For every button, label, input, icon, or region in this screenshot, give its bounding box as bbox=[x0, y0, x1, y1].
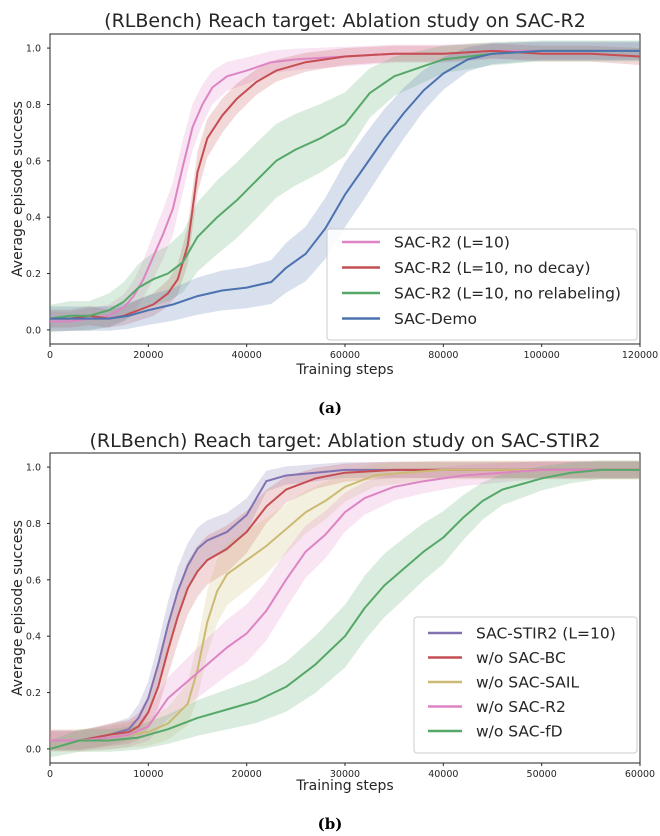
chart-b-caption: (b) bbox=[318, 815, 343, 833]
x-tick-label: 40000 bbox=[428, 769, 458, 780]
series-line bbox=[50, 468, 640, 742]
chart-a-lines bbox=[49, 49, 641, 323]
panel-b: (RLBench) Reach target: Ablation study o… bbox=[10, 430, 655, 833]
chart-a-title: (RLBench) Reach target: Ablation study o… bbox=[104, 10, 586, 32]
series-band bbox=[50, 461, 640, 751]
series-line bbox=[50, 49, 640, 320]
chart-b-bands bbox=[50, 460, 640, 758]
chart-b-xlabel: Training steps bbox=[295, 778, 393, 794]
series-line bbox=[49, 468, 640, 750]
y-tick-label: 1.0 bbox=[26, 463, 41, 474]
chart-a-caption: (a) bbox=[318, 399, 342, 417]
x-tick-label: 80000 bbox=[428, 350, 458, 361]
x-tick-label: 10000 bbox=[133, 769, 163, 780]
y-tick-label: 0.0 bbox=[26, 744, 41, 755]
chart-a-y-ticks: 0.0 0.2 0.4 0.6 0.8 1.0 bbox=[26, 44, 50, 336]
legend-label: SAC-R2 (L=10, no decay) bbox=[394, 259, 591, 277]
series-line bbox=[50, 468, 640, 742]
chart-b-lines bbox=[49, 468, 640, 750]
x-tick-label: 20000 bbox=[133, 350, 163, 361]
x-tick-label: 30000 bbox=[330, 769, 360, 780]
y-tick-label: 0.0 bbox=[26, 325, 41, 336]
series-band bbox=[50, 460, 640, 758]
x-tick-label: 0 bbox=[47, 769, 53, 780]
chart-a-ylabel: Average episode success bbox=[10, 101, 26, 277]
legend-label: w/o SAC-R2 bbox=[476, 698, 566, 716]
series-band bbox=[50, 41, 640, 331]
legend-label: SAC-STIR2 (L=10) bbox=[476, 625, 616, 643]
series-band bbox=[50, 40, 640, 333]
series-line bbox=[50, 468, 640, 742]
y-tick-label: 1.0 bbox=[26, 44, 41, 55]
y-tick-label: 0.4 bbox=[26, 213, 41, 224]
legend-label: w/o SAC-BC bbox=[476, 649, 566, 667]
chart-b-legend: SAC-STIR2 (L=10) w/o SAC-BC w/o SAC-SAIL w/… bbox=[413, 616, 638, 754]
legend-label: SAC-R2 (L=10) bbox=[394, 234, 510, 252]
x-tick-label: 100000 bbox=[524, 350, 560, 361]
series-band bbox=[50, 460, 640, 752]
x-tick-label: 20000 bbox=[232, 769, 262, 780]
chart-b-ylabel: Average episode success bbox=[10, 520, 26, 696]
x-tick-label: 0 bbox=[47, 350, 53, 361]
chart-a-legend-entries: SAC-R2 (L=10) SAC-R2 (L=10, no decay) SAC-… bbox=[342, 234, 621, 328]
chart-a-xlabel: Training steps bbox=[295, 362, 393, 378]
chart-b-legend-entries: SAC-STIR2 (L=10) w/o SAC-BC w/o SAC-SAIL w/… bbox=[428, 625, 616, 741]
y-tick-label: 0.6 bbox=[26, 575, 41, 586]
legend-label: SAC-R2 (L=10, no relabeling) bbox=[394, 285, 621, 303]
chart-b-legend-box bbox=[413, 616, 638, 754]
series-line bbox=[49, 49, 640, 320]
x-tick-label: 60000 bbox=[625, 769, 655, 780]
chart-a-legend-box bbox=[326, 228, 638, 341]
chart-b-title: (RLBench) Reach target: Ablation study o… bbox=[90, 430, 601, 452]
y-tick-label: 0.6 bbox=[26, 156, 41, 167]
legend-label: w/o SAC-SAIL bbox=[476, 674, 579, 692]
panel-a: (RLBench) Reach target: Ablation study o… bbox=[10, 10, 658, 417]
series-band bbox=[50, 462, 640, 750]
y-tick-label: 0.8 bbox=[26, 100, 41, 111]
x-tick-label: 120000 bbox=[622, 350, 658, 361]
chart-a-x-ticks: 0 20000 40000 60000 80000 100000 120000 bbox=[47, 344, 658, 361]
chart-a-legend: SAC-R2 (L=10) SAC-R2 (L=10, no decay) SAC-… bbox=[326, 228, 638, 341]
y-tick-label: 0.2 bbox=[26, 269, 41, 280]
x-tick-label: 40000 bbox=[232, 350, 262, 361]
x-tick-label: 60000 bbox=[330, 350, 360, 361]
y-tick-label: 0.2 bbox=[26, 688, 41, 699]
legend-label: SAC-Demo bbox=[394, 310, 477, 328]
y-tick-label: 0.8 bbox=[26, 519, 41, 530]
chart-b-y-ticks: 0.0 0.2 0.4 0.6 0.8 1.0 bbox=[26, 463, 50, 755]
y-tick-label: 0.4 bbox=[26, 632, 41, 643]
legend-label: w/o SAC-fD bbox=[476, 723, 563, 741]
series-line bbox=[50, 468, 640, 742]
x-tick-label: 50000 bbox=[527, 769, 557, 780]
chart-b-x-ticks: 0 10000 20000 30000 40000 50000 60000 bbox=[47, 763, 655, 780]
